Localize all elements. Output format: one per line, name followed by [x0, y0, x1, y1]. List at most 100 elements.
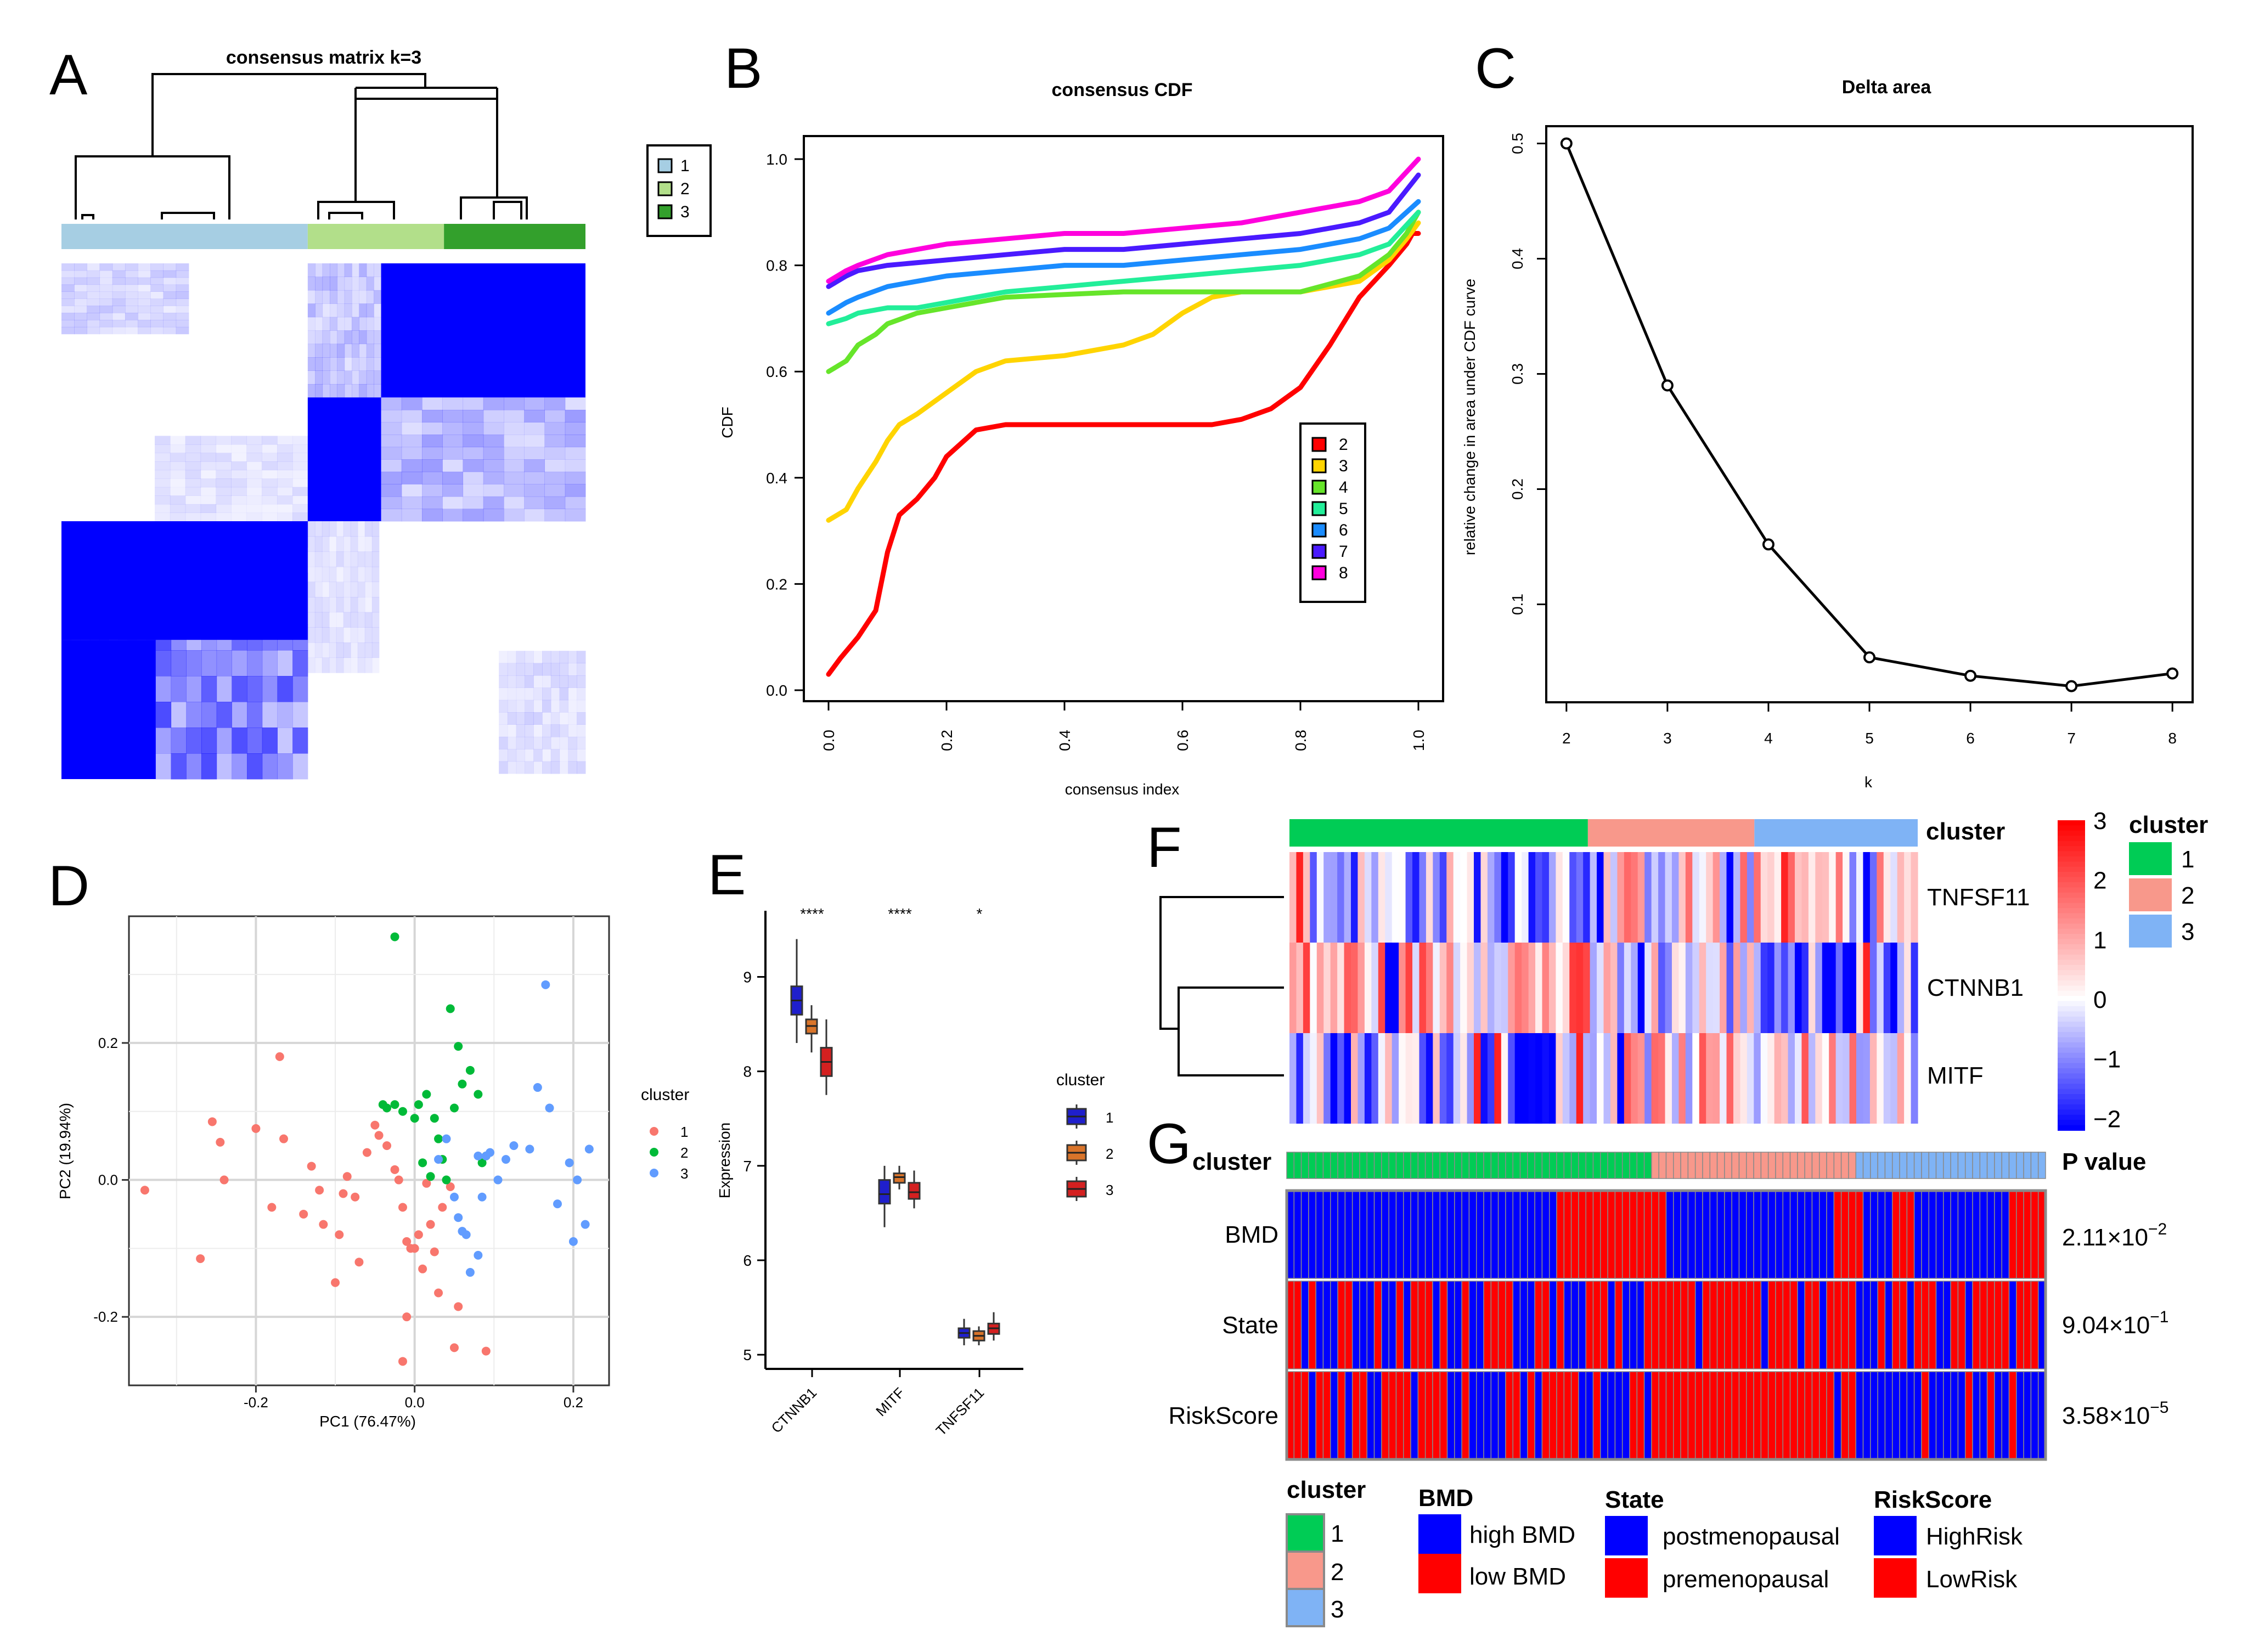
clinical-cell	[1921, 1281, 1929, 1369]
pca-point-cluster-1	[422, 1179, 431, 1188]
matrix-cell	[525, 663, 534, 676]
color-scale-step	[2058, 903, 2085, 909]
clinical-cell	[1322, 1190, 1331, 1279]
heat-cell	[1487, 852, 1495, 943]
matrix-cell	[322, 317, 330, 331]
matrix-cell	[74, 263, 87, 271]
clinical-cell	[1673, 1281, 1681, 1369]
clinical-cell	[1359, 1371, 1368, 1460]
clinical-cell	[1585, 1371, 1594, 1460]
matrix-cell	[307, 343, 316, 358]
heat-cell	[1671, 1033, 1680, 1124]
clinical-cell	[1308, 1281, 1316, 1369]
matrix-cell	[565, 459, 586, 472]
panel-b-legend-clusters: 123	[646, 144, 712, 237]
heat-cell	[1569, 852, 1577, 943]
pca-point-cluster-1	[374, 1131, 384, 1140]
clinical-cell	[1424, 1190, 1433, 1279]
matrix-cell	[74, 326, 87, 335]
matrix-cell	[246, 495, 262, 505]
heat-cell	[1781, 852, 1789, 943]
matrix-cell	[329, 597, 337, 613]
heat-cell	[1405, 943, 1413, 1033]
clinical-cell	[1454, 1371, 1462, 1460]
matrix-cell	[99, 270, 113, 278]
clinical-cell	[1658, 1371, 1667, 1460]
matrix-cell	[138, 270, 151, 278]
significance-ctnnb1: ****	[800, 905, 824, 922]
matrix-cell	[307, 536, 316, 552]
legend-label-k4: 4	[1339, 478, 1348, 497]
panel-e-legend-title: cluster	[1056, 1071, 1105, 1089]
cluster-cell	[1636, 1152, 1645, 1179]
matrix-cell	[364, 627, 373, 643]
matrix-cell	[146, 628, 156, 640]
heat-cell	[1310, 943, 1317, 1033]
matrix-cell	[171, 650, 187, 676]
heat-cell	[1801, 852, 1809, 943]
matrix-cell	[247, 599, 263, 625]
pca-point-cluster-2	[382, 1103, 392, 1113]
clinical-cell	[1636, 1281, 1645, 1369]
matrix-cell	[483, 435, 504, 448]
matrix-cell	[231, 444, 247, 454]
heat-cell	[1583, 852, 1591, 943]
matrix-cell	[231, 495, 247, 505]
clinical-cell	[1731, 1371, 1740, 1460]
matrix-cell	[292, 504, 308, 513]
matrix-cell	[176, 263, 189, 271]
dendrogram-branch	[354, 88, 498, 100]
dendrogram-branch	[81, 214, 94, 219]
matrix-cell	[99, 556, 109, 569]
matrix-cell	[463, 409, 484, 423]
matrix-cell	[262, 461, 278, 471]
cdf-line-k5	[826, 210, 1421, 326]
matrix-cell	[352, 303, 359, 318]
clinical-cell	[1636, 1190, 1645, 1279]
pca-point-cluster-1	[394, 1175, 403, 1185]
matrix-cell	[99, 592, 109, 605]
matrix-cell	[344, 263, 352, 277]
matrix-cell	[366, 303, 374, 318]
matrix-cell	[292, 461, 308, 471]
cluster-cell	[1979, 1152, 1988, 1179]
heat-cell	[1890, 943, 1898, 1033]
heat-cell	[1624, 852, 1631, 943]
cluster-cell	[1943, 1152, 1951, 1179]
matrix-cell	[171, 728, 187, 754]
clinical-cell	[1716, 1371, 1725, 1460]
heat-cell	[1446, 943, 1454, 1033]
matrix-cell	[422, 484, 443, 497]
clinical-cell	[1913, 1371, 1922, 1460]
matrix-cell	[483, 509, 504, 522]
legend-swatch-cluster-2	[1286, 1550, 1325, 1590]
heat-cell	[1474, 852, 1481, 943]
matrix-cell	[442, 435, 464, 448]
heat-cell	[1869, 943, 1877, 1033]
heat-cell	[1651, 943, 1659, 1033]
matrix-cell	[99, 319, 113, 328]
heat-cell	[1822, 852, 1829, 943]
matrix-cell	[200, 444, 217, 454]
matrix-cell	[186, 702, 202, 728]
matrix-cell	[292, 470, 308, 479]
matrix-cell	[422, 447, 443, 460]
matrix-cell	[550, 700, 560, 713]
matrix-cell	[565, 435, 586, 448]
heat-cell	[1603, 1033, 1611, 1124]
matrix-cell	[201, 753, 217, 780]
cluster-cell	[1775, 1152, 1784, 1179]
matrix-cell	[277, 436, 293, 445]
clinical-cell	[1556, 1281, 1565, 1369]
clinical-cell	[1388, 1281, 1397, 1369]
panel-b-lines	[826, 156, 1421, 677]
matrix-cell	[127, 604, 138, 617]
clinical-cell	[1293, 1281, 1302, 1369]
matrix-cell	[381, 509, 402, 522]
clinical-cell	[1775, 1190, 1784, 1279]
matrix-cell	[71, 556, 81, 569]
heat-cell	[1480, 852, 1488, 943]
heat-cell	[1508, 852, 1516, 943]
clinical-cell	[1891, 1190, 1900, 1279]
matrix-cell	[329, 627, 337, 643]
